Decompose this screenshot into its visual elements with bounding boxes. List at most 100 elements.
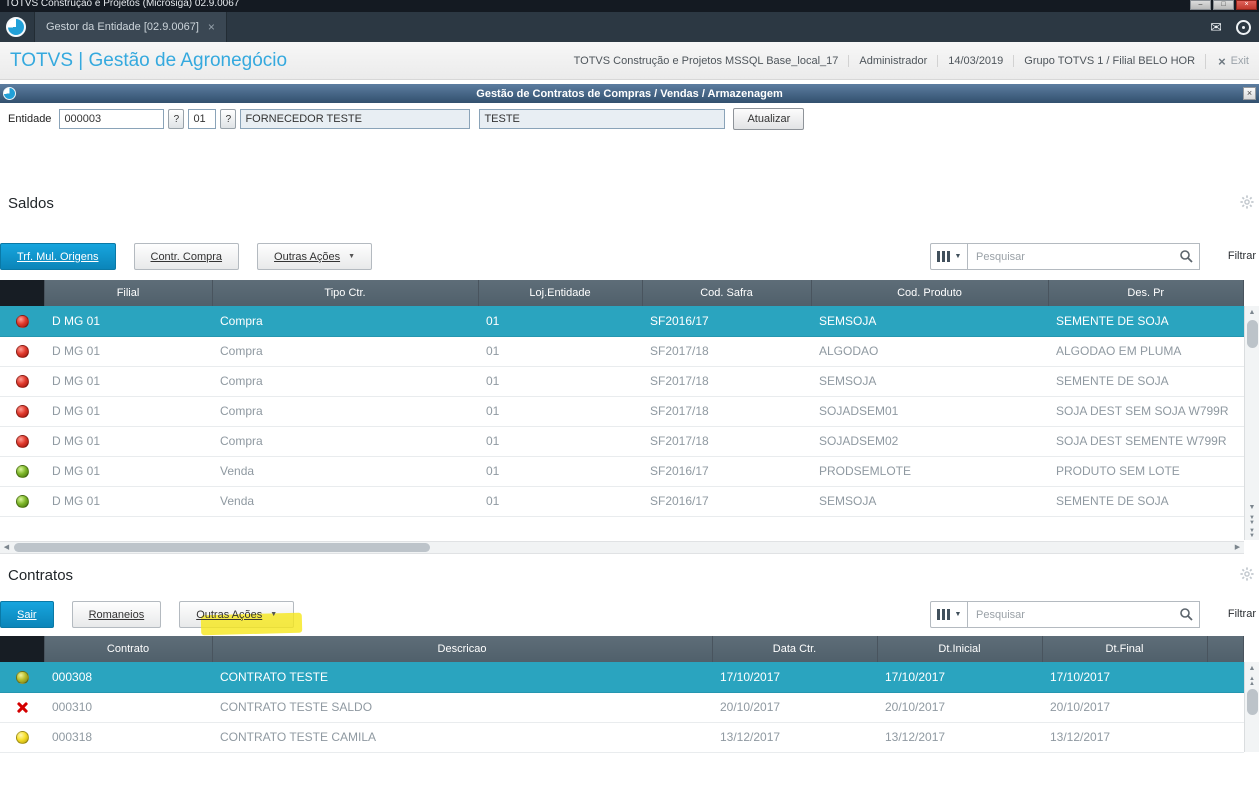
column-header-cod-safra[interactable]: Cod. Safra	[642, 280, 812, 306]
saldos-title: Saldos	[8, 194, 54, 212]
column-header-dt-final[interactable]: Dt.Final	[1042, 636, 1208, 662]
table-row[interactable]: D MG 01 Compra 01 SF2016/17 SEMSOJA SEMENTE D…	[0, 306, 1244, 337]
tab-gestor-entidade[interactable]: Gestor da Entidade [02.9.0067] ×	[34, 12, 227, 42]
cell: PRODSEMLOTE	[811, 456, 1048, 487]
window-controls: – □ ×	[1190, 0, 1257, 10]
status-cell	[0, 336, 44, 367]
os-window-title: TOTVS Construção e Projetos (Microsiga) …	[5, 0, 240, 9]
status-cell	[0, 366, 44, 397]
table-row[interactable]: D MG 01 Venda 01 SF2016/17 PRODSEMLOTE PRODUT…	[0, 456, 1244, 487]
column-header-descricao[interactable]: Descricao	[212, 636, 713, 662]
column-header-status[interactable]	[0, 280, 45, 306]
scroll-down-icon[interactable]: ▼	[1248, 504, 1256, 511]
cell: SOJA DEST SEMENTE W799R	[1048, 426, 1244, 457]
date-label: 14/03/2019	[937, 55, 1013, 67]
entity-form: Entidade ? ? Atualizar	[8, 108, 805, 130]
scroll-right-icon[interactable]: ▶	[1234, 544, 1241, 551]
status-cell	[0, 692, 44, 723]
tab-close-icon[interactable]: ×	[207, 20, 215, 34]
contratos-outras-acoes-button[interactable]: Outras Ações ▼	[179, 601, 295, 628]
scrollbar-thumb[interactable]	[1246, 689, 1258, 715]
column-header-data-ctr-[interactable]: Data Ctr.	[712, 636, 878, 662]
saldos-filter-link[interactable]: Filtrar	[1227, 250, 1256, 262]
exit-group[interactable]: × Exit	[1205, 53, 1253, 69]
totvs-circle-icon[interactable]	[1236, 19, 1251, 35]
cell: 01	[478, 426, 642, 457]
close-button[interactable]: ×	[1236, 0, 1257, 10]
column-header-dt-inicial[interactable]: Dt.Inicial	[877, 636, 1043, 662]
saldos-outras-acoes-button[interactable]: Outras Ações ▼	[257, 243, 373, 270]
scroll-up-icon[interactable]: ▲	[1248, 665, 1256, 672]
cell: 20/10/2017	[877, 692, 1042, 723]
dialog-title: Gestão de Contratos de Compras / Vendas …	[476, 87, 783, 100]
scroll-up-icon[interactable]: ▲	[1248, 309, 1256, 316]
column-header-des-pr[interactable]: Des. Pr	[1048, 280, 1244, 306]
saldos-column-options-button[interactable]: ▼	[930, 243, 968, 270]
minimize-button[interactable]: –	[1190, 0, 1211, 10]
contratos-column-options-button[interactable]: ▼	[930, 601, 968, 628]
exit-close-icon[interactable]: ×	[1218, 53, 1226, 69]
cell: 01	[478, 456, 642, 487]
store-lookup-button[interactable]: ?	[220, 109, 237, 129]
scroll-left-icon[interactable]: ◀	[3, 544, 10, 551]
table-row[interactable]: D MG 01 Venda 01 SF2016/17 SEMSOJA SEMENTE DE…	[0, 486, 1244, 517]
column-header-filial[interactable]: Filial	[44, 280, 213, 306]
search-icon[interactable]	[1179, 607, 1193, 621]
trf-mul-origens-button[interactable]: Trf. Mul. Origens	[0, 243, 116, 270]
search-icon[interactable]	[1179, 249, 1193, 263]
entity-lookup-button[interactable]: ?	[168, 109, 185, 129]
table-row[interactable]: D MG 01 Compra 01 SF2017/18 SOJADSEM02 SOJA D…	[0, 426, 1244, 457]
totvs-logo-icon[interactable]	[6, 17, 26, 37]
cell: CONTRATO TESTE SALDO	[212, 692, 712, 723]
table-row[interactable]: D MG 01 Compra 01 SF2017/18 ALGODAO ALGODAO E…	[0, 336, 1244, 367]
dialog-titlebar: Gestão de Contratos de Compras / Vendas …	[0, 84, 1259, 103]
contratos-title: Contratos	[8, 566, 74, 584]
hscrollbar-thumb[interactable]	[14, 543, 430, 552]
page-up-icon[interactable]: ▲ ▲	[1249, 675, 1255, 687]
table-row[interactable]: 000308 CONTRATO TESTE 17/10/2017 17/10/2017…	[0, 662, 1244, 693]
romaneios-button[interactable]: Romaneios	[71, 601, 162, 628]
sair-button[interactable]: Sair	[0, 601, 54, 628]
store-code-input[interactable]	[188, 109, 217, 129]
contratos-filter-link[interactable]: Filtrar	[1227, 608, 1256, 620]
scrollbar-thumb[interactable]	[1246, 320, 1258, 348]
column-header-tipo-ctr-[interactable]: Tipo Ctr.	[212, 280, 479, 306]
contratos-vertical-scrollbar[interactable]: ▲ ▲ ▲	[1244, 662, 1259, 752]
contratos-search-input[interactable]	[968, 601, 1200, 628]
column-header-loj-entidade[interactable]: Loj.Entidade	[478, 280, 643, 306]
exit-label[interactable]: Exit	[1230, 55, 1249, 67]
status-green-icon	[15, 495, 29, 509]
saldos-search-input[interactable]	[968, 243, 1200, 270]
table-row[interactable]: 000310 CONTRATO TESTE SALDO 20/10/2017 20/1…	[0, 692, 1244, 723]
scroll-end-icon[interactable]: ▼ ▼	[1249, 527, 1255, 539]
cell: 13/12/2017	[1042, 722, 1207, 753]
saldos-vertical-scrollbar[interactable]: ▲ ▼ ▼ ▼ ▼ ▼	[1244, 306, 1259, 540]
table-row[interactable]: D MG 01 Compra 01 SF2017/18 SOJADSEM01 SOJA D…	[0, 396, 1244, 427]
saldos-horizontal-scrollbar[interactable]: ◀ ▶	[0, 541, 1244, 554]
cell: Compra	[212, 426, 478, 457]
table-row[interactable]: 000318 CONTRATO TESTE CAMILA 13/12/2017 13/…	[0, 722, 1244, 753]
cell: 01	[478, 396, 642, 427]
column-header-status[interactable]	[0, 636, 45, 662]
cell: D MG 01	[44, 366, 212, 397]
table-row[interactable]: D MG 01 Compra 01 SF2017/18 SEMSOJA SEMENTE D…	[0, 366, 1244, 397]
cell: SF2017/18	[642, 396, 811, 427]
maximize-button[interactable]: □	[1213, 0, 1234, 10]
saldos-toolbar: Trf. Mul. Origens Contr. Compra Outras A…	[0, 243, 1259, 271]
column-header-contrato[interactable]: Contrato	[44, 636, 213, 662]
contratos-settings-gear-icon[interactable]	[1240, 567, 1254, 581]
mail-icon[interactable]: ✉	[1210, 18, 1222, 35]
dialog-close-button[interactable]: ×	[1243, 87, 1256, 100]
entity-code-input[interactable]	[59, 109, 165, 129]
cell: SOJADSEM02	[811, 426, 1048, 457]
columns-icon	[936, 251, 950, 262]
refresh-button[interactable]: Atualizar	[733, 108, 805, 130]
page-down-icon[interactable]: ▼ ▼	[1249, 514, 1255, 526]
column-header-status[interactable]	[1207, 636, 1244, 662]
saldos-settings-gear-icon[interactable]	[1240, 195, 1254, 209]
contr-compra-button[interactable]: Contr. Compra	[133, 243, 240, 270]
column-header-cod-produto[interactable]: Cod. Produto	[811, 280, 1049, 306]
saldos-search-group: ▼	[930, 243, 1200, 270]
contratos-grid: Contrato Descricao Data Ctr. Dt.Inicial Dt.F…	[0, 636, 1244, 753]
